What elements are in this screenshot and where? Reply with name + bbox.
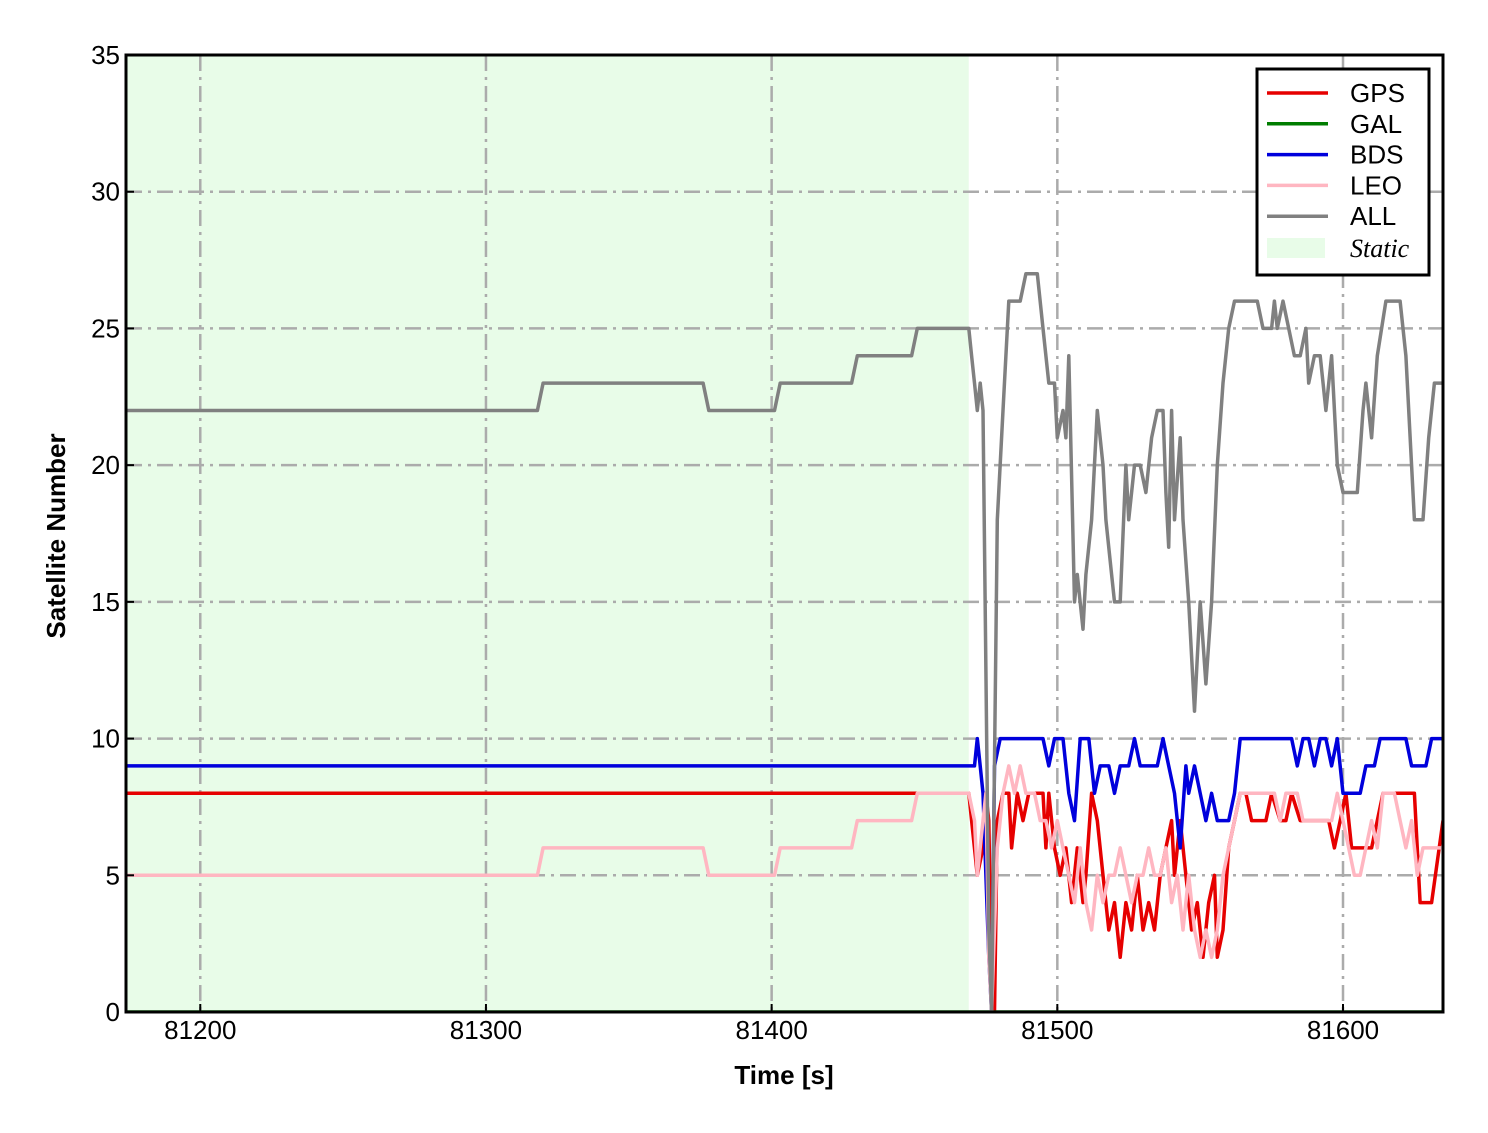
legend-swatch-static	[1267, 238, 1325, 258]
legend-label-all: ALL	[1350, 201, 1396, 231]
x-tick-label-81200: 81200	[164, 1015, 236, 1045]
y-axis-title: Satellite Number	[41, 433, 71, 638]
legend-label-gps: GPS	[1350, 78, 1405, 108]
x-tick-label-81400: 81400	[735, 1015, 807, 1045]
series-line-leo	[126, 764, 1443, 1012]
series-line-all	[126, 271, 1443, 1012]
legend-label-bds: BDS	[1350, 140, 1403, 170]
y-tick-label-25: 25	[91, 313, 120, 343]
y-tick-label-5: 5	[106, 860, 120, 890]
y-tick-label-10: 10	[91, 724, 120, 754]
legend-label-leo: LEO	[1350, 170, 1402, 200]
y-tick-label-20: 20	[91, 450, 120, 480]
series-line-gps	[126, 791, 1443, 1012]
y-tick-label-0: 0	[106, 997, 120, 1027]
legend-label-static: Static	[1350, 234, 1410, 263]
series-layer	[126, 271, 1443, 1012]
x-tick-label-81600: 81600	[1307, 1015, 1379, 1045]
legend-label-gal: GAL	[1350, 109, 1402, 139]
tick-labels: 81200 81300 81400 81500 81600 0 5 10 15 20 25 30 35	[91, 40, 1379, 1045]
y-tick-label-15: 15	[91, 587, 120, 617]
y-tick-label-35: 35	[91, 40, 120, 70]
x-tick-label-81500: 81500	[1021, 1015, 1093, 1045]
static-region-band	[126, 55, 969, 1012]
x-axis-title: Time [s]	[734, 1060, 833, 1090]
axis-ticks	[126, 54, 1345, 1013]
plot-frame	[124, 53, 1445, 1014]
series-line-bds	[126, 736, 1443, 1012]
x-tick-label-81300: 81300	[450, 1015, 522, 1045]
y-tick-label-30: 30	[91, 177, 120, 207]
grid-lines	[126, 55, 1443, 1012]
